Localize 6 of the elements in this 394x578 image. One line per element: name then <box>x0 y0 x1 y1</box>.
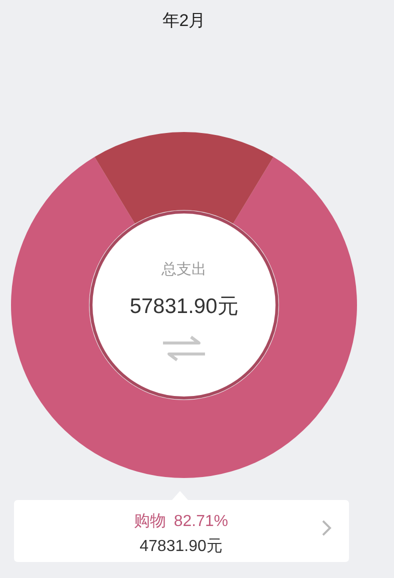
text: 57831.90元 <box>130 295 238 318</box>
chart-title: 年2月 <box>162 11 206 30</box>
text: 总支出 <box>160 261 206 278</box>
text: 47831.90元 <box>140 538 222 555</box>
data-label: 82.71% <box>174 513 228 530</box>
slice-label: 购物 <box>134 513 166 530</box>
